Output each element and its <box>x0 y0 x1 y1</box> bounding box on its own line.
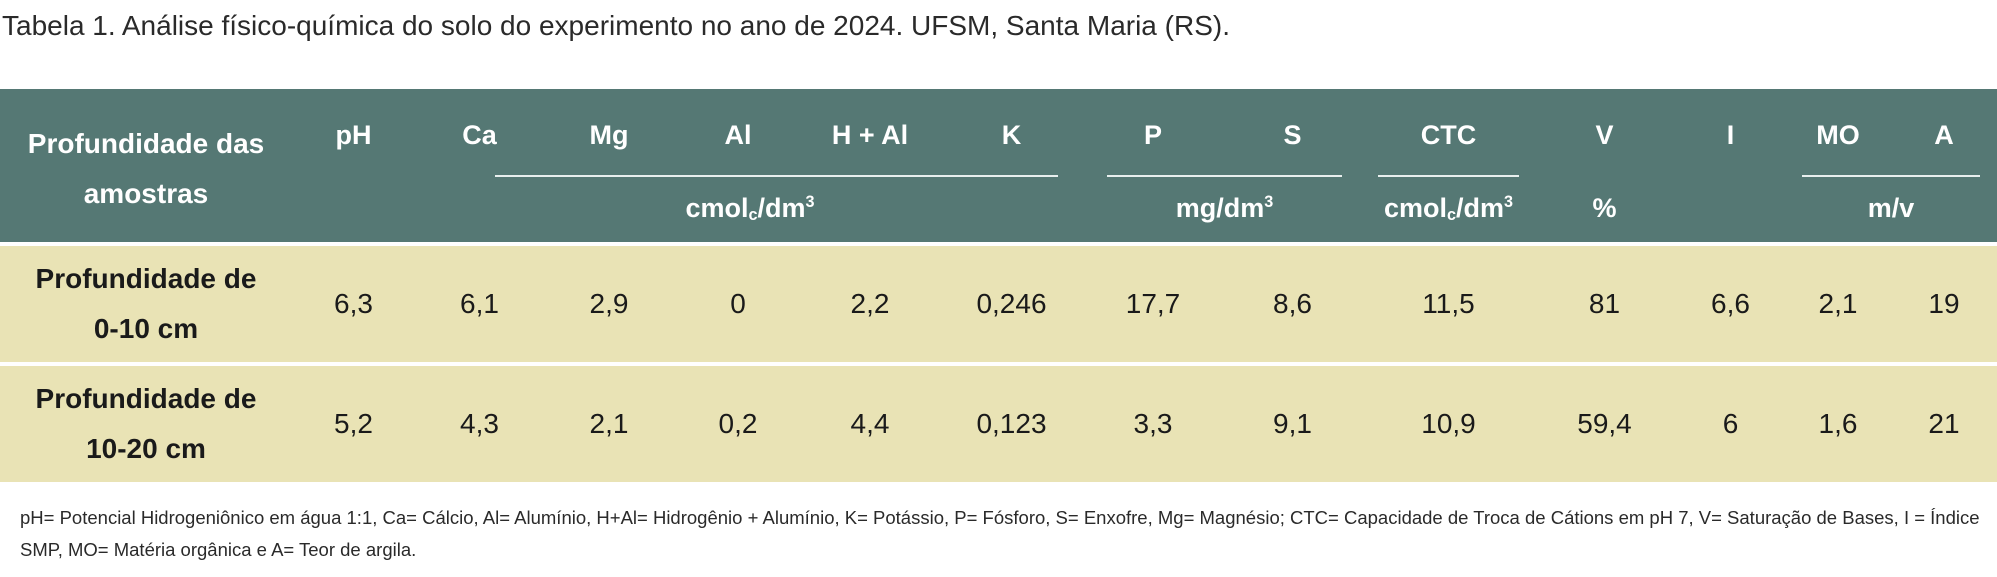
data-cell: 0 <box>674 242 802 362</box>
unit-sup: 3 <box>1504 192 1514 211</box>
data-row: Profundidade de 0-10 cm 6,3 6,1 2,9 0 2,2 0,24… <box>0 242 1997 362</box>
header-cell: V <box>1533 89 1676 175</box>
unit-text: cmol <box>685 192 749 223</box>
header-cell: MO <box>1785 89 1891 175</box>
header-cell: Al <box>674 89 802 175</box>
header-cell <box>1676 175 1785 242</box>
units-row: cmolc/dm3 mg/dm3 cmolc/dm3 % m/v <box>0 175 1997 242</box>
data-cell: 1,6 <box>1785 362 1891 482</box>
unit-cell: % <box>1533 175 1676 242</box>
data-cell: 17,7 <box>1085 242 1221 362</box>
header-cell: Mg <box>544 89 674 175</box>
unit-sub: c <box>1446 205 1456 224</box>
unit-sup: 3 <box>805 192 815 211</box>
soil-table: Profundidade das amostras pH Ca Mg Al H + Al… <box>0 89 1997 482</box>
header-cell: S <box>1221 89 1364 175</box>
data-cell: 5,2 <box>292 362 415 482</box>
data-cell: 6,6 <box>1676 242 1785 362</box>
data-cell: 21 <box>1891 362 1997 482</box>
data-cell: 10,9 <box>1364 362 1533 482</box>
unit-text: /dm <box>757 192 806 223</box>
header-cell: CTC <box>1364 89 1533 175</box>
data-cell: 4,4 <box>802 362 938 482</box>
row-label: Profundidade de 10-20 cm <box>0 362 292 482</box>
data-cell: 3,3 <box>1085 362 1221 482</box>
data-cell: 0,246 <box>938 242 1085 362</box>
data-cell: 2,1 <box>1785 242 1891 362</box>
header-row: Profundidade das amostras pH Ca Mg Al H + Al… <box>0 89 1997 242</box>
unit-cell: m/v <box>1785 175 1997 242</box>
data-cell: 0,123 <box>938 362 1085 482</box>
data-cell: 19 <box>1891 242 1997 362</box>
unit-text: % <box>1592 193 1617 223</box>
data-cell: 4,3 <box>415 362 544 482</box>
unit-cell: cmolc/dm3 <box>415 175 1085 242</box>
data-cell: 0,2 <box>674 362 802 482</box>
unit-text: mg/dm <box>1175 193 1265 223</box>
unit-cell: cmolc/dm3 <box>1364 175 1533 242</box>
data-cell: 11,5 <box>1364 242 1533 362</box>
footnote: pH= Potencial Hidrogeniônico em água 1:1… <box>20 507 1980 560</box>
data-row: Profundidade de 10-20 cm 5,2 4,3 2,1 0,2 4,4 0… <box>0 362 1997 482</box>
unit-sup: 3 <box>1264 193 1274 211</box>
unit-text: /dm <box>1456 192 1505 223</box>
header-cell: I <box>1676 89 1785 175</box>
header-cell: Ca <box>415 89 544 175</box>
data-cell: 6,1 <box>415 242 544 362</box>
data-cell: 2,1 <box>544 362 674 482</box>
header-cell: pH <box>292 89 415 175</box>
header-cell: P <box>1085 89 1221 175</box>
table-body: Profundidade de 0-10 cm 6,3 6,1 2,9 0 2,2 0,24… <box>0 242 1997 482</box>
row-label: Profundidade de 0-10 cm <box>0 242 292 362</box>
data-cell: 8,6 <box>1221 242 1364 362</box>
table-header: Profundidade das amostras pH Ca Mg Al H + Al… <box>0 89 1997 242</box>
unit-cell: mg/dm3 <box>1085 175 1364 242</box>
data-cell: 6 <box>1676 362 1785 482</box>
unit-sub: c <box>748 205 758 224</box>
data-cell: 6,3 <box>292 242 415 362</box>
unit-text: cmol <box>1383 192 1447 223</box>
table-title: Tabela 1. Análise físico-química do solo… <box>2 10 1230 41</box>
data-cell: 9,1 <box>1221 362 1364 482</box>
unit-text: m/v <box>1867 193 1915 223</box>
data-cell: 59,4 <box>1533 362 1676 482</box>
data-cell: 81 <box>1533 242 1676 362</box>
header-cell <box>292 175 415 242</box>
header-cell: Profundidade das amostras <box>0 89 292 242</box>
header-cell: A <box>1891 89 1997 175</box>
header-cell: K <box>938 89 1085 175</box>
data-cell: 2,2 <box>802 242 938 362</box>
data-cell: 2,9 <box>544 242 674 362</box>
header-cell: H + Al <box>802 89 938 175</box>
